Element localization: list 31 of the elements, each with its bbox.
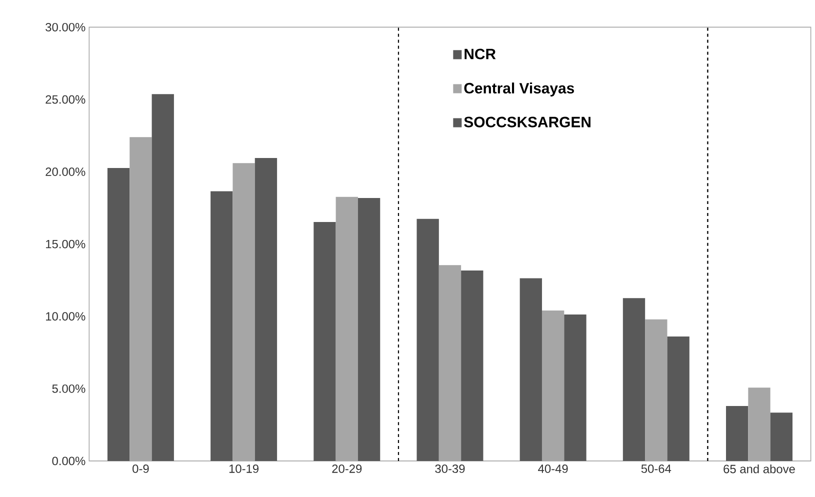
y-tick-label: 20.00% [46, 167, 86, 176]
x-tick-label: 0-9 [132, 464, 149, 473]
bar [461, 270, 484, 461]
x-tick-label: 30-39 [435, 464, 465, 473]
bar [622, 298, 646, 461]
x-tick-label: 40-49 [538, 464, 568, 473]
bar [564, 314, 586, 461]
bar [667, 336, 690, 461]
legend-label: NCR [464, 48, 496, 60]
bar [520, 278, 542, 461]
x-tick-label: 20-29 [332, 464, 362, 473]
bar [210, 191, 233, 461]
y-tick-label: 25.00% [46, 95, 86, 104]
bar [770, 412, 792, 461]
bar [314, 222, 336, 461]
legend-label: SOCCSKSARGEN [464, 116, 590, 128]
bar [358, 198, 380, 461]
y-tick-label: 15.00% [46, 240, 86, 248]
x-tick-label: 10-19 [229, 464, 259, 473]
y-tick-label: 30.00% [46, 22, 86, 32]
bar [152, 94, 174, 461]
bar [107, 168, 130, 461]
bar [726, 406, 748, 461]
y-tick-label: 10.00% [46, 312, 86, 321]
x-tick-label: 65 and above [724, 464, 795, 474]
x-tick-label: 50-64 [641, 464, 672, 473]
bar [416, 218, 439, 461]
y-tick-label: 0.00% [52, 456, 86, 466]
y-tick-label: 5.00% [52, 384, 86, 393]
legend-label: Central Visayas [464, 82, 574, 96]
bar [254, 158, 278, 461]
